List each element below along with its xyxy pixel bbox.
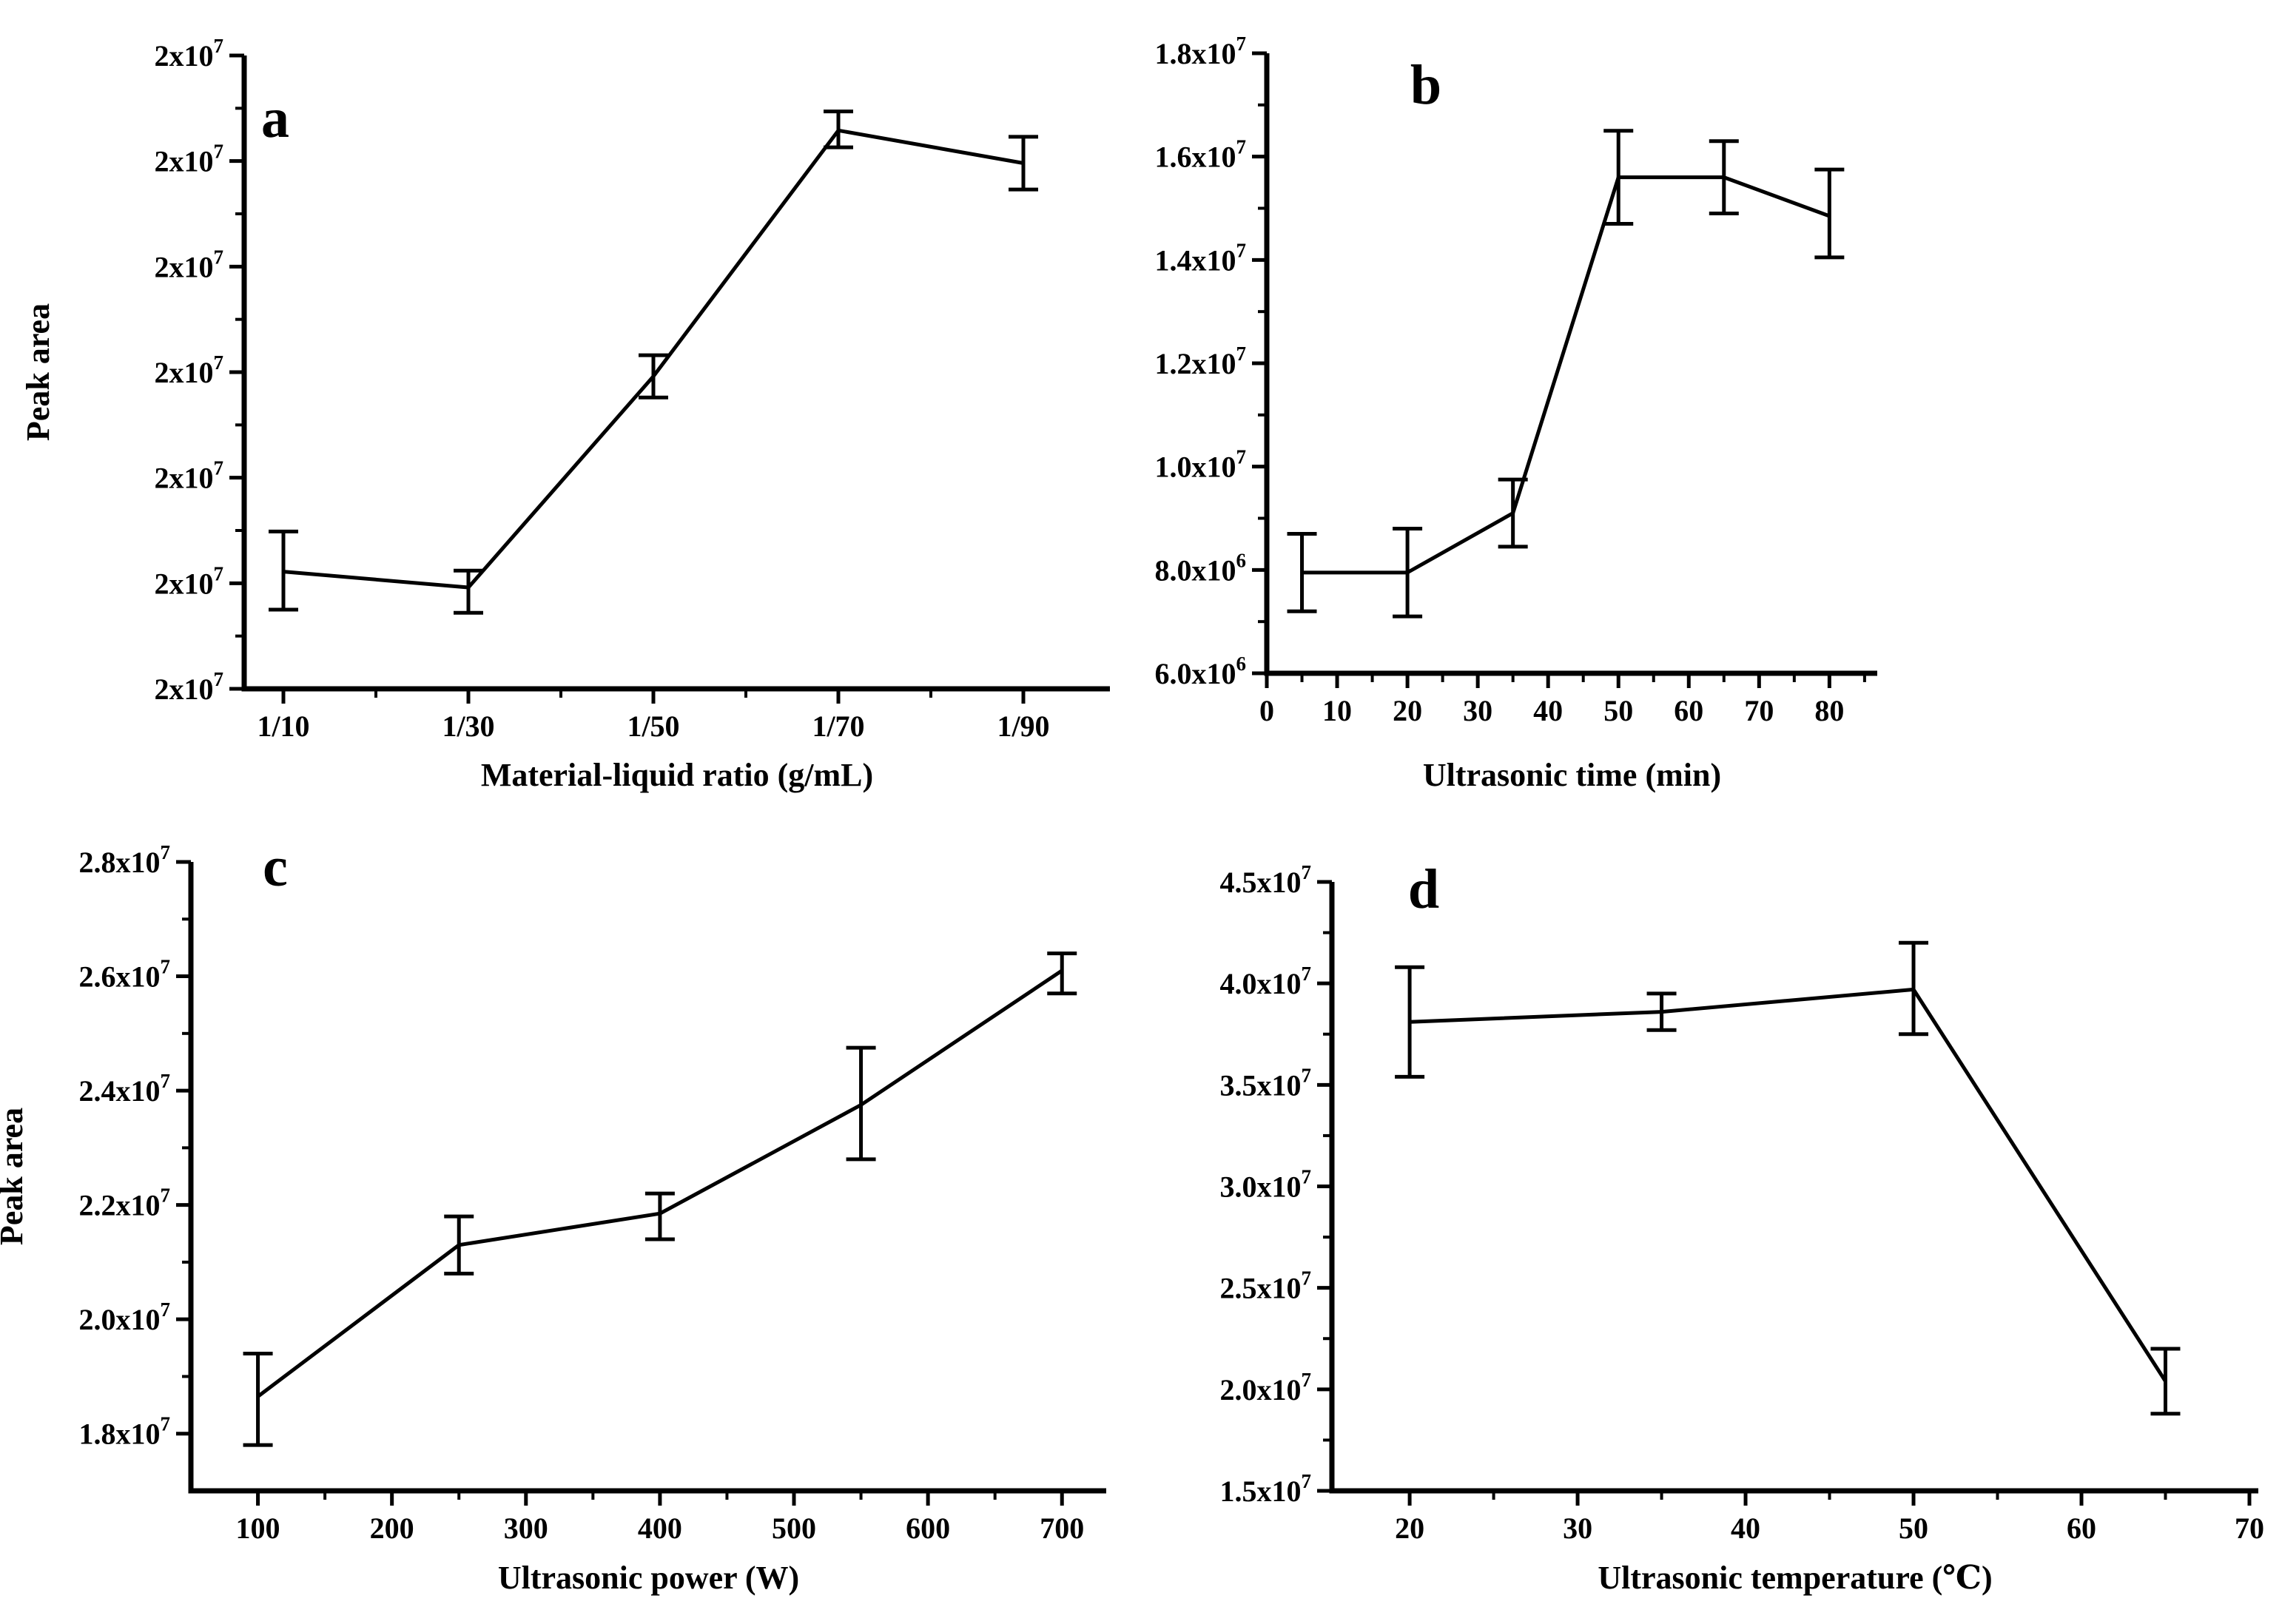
x-tick-label: 10	[1322, 694, 1352, 727]
y-tick-label: 8.0x106	[1155, 549, 1247, 587]
y-tick-label: 1.5x107	[1220, 1470, 1312, 1508]
x-tick-label: 30	[1463, 694, 1492, 727]
y-tick-label: 1.6x107	[1155, 136, 1247, 174]
x-tick-label: 40	[1731, 1512, 1760, 1545]
x-tick-label: 400	[638, 1512, 682, 1545]
x-tick-label: 200	[370, 1512, 414, 1545]
x-axis-title: Ultrasonic time (min)	[1423, 757, 1721, 793]
panel-d-chart: 20 30 40 50 60 70 1.5x107 2.0x107 2.5x107 3.0x107…	[1220, 858, 2264, 1596]
y-tick-label: 1.8x107	[79, 1413, 171, 1451]
x-axis-title: Ultrasonic power (W)	[498, 1560, 799, 1596]
axes	[241, 55, 1110, 692]
y-tick-label: 2x107	[155, 562, 224, 600]
x-tick-label: 300	[504, 1512, 548, 1545]
y-tick-label: 1.4x107	[1155, 239, 1247, 277]
y-tick-label: 2x107	[155, 246, 224, 283]
y-tick-label: 2.0x107	[1220, 1369, 1312, 1406]
x-tick-label: 30	[1563, 1512, 1592, 1545]
x-tick-label: 1/10	[257, 710, 309, 743]
y-tick-label: 2.8x107	[79, 841, 171, 879]
y-tick-label: 2x107	[155, 351, 224, 389]
data-line	[1409, 987, 2167, 1383]
axes	[1264, 53, 1877, 676]
x-tick-label: 500	[772, 1512, 816, 1545]
y-tick-label: 2x107	[155, 668, 224, 706]
x-tick-label: 20	[1395, 1512, 1424, 1545]
y-tick-label: 1.8x107	[1155, 33, 1247, 70]
y-tick-label: 1.2x107	[1155, 343, 1247, 380]
panel-c-chart: 100 200 300 400 500 600 700 1.8x107 2.0x107 2.2x1…	[0, 836, 1106, 1596]
y-tick-label: 2x107	[155, 457, 224, 495]
y-tick-label: 2.5x107	[1220, 1267, 1312, 1305]
x-tick-label: 70	[1744, 694, 1774, 727]
x-tick-label: 1/90	[997, 710, 1049, 743]
x-axis-title: Ultrasonic temperature (℃)	[1598, 1560, 1992, 1596]
x-tick-label: 60	[1674, 694, 1703, 727]
panel-letter: d	[1408, 858, 1439, 920]
y-tick-label: 2.6x107	[79, 956, 171, 994]
x-tick-label: 80	[1814, 694, 1844, 727]
panel-a-chart: 1/10 1/30 1/50 1/70 1/90 2x107 2x107 2x107 2x107…	[20, 35, 1110, 793]
y-tick-label: 2.2x107	[79, 1185, 171, 1222]
y-tick-label: 4.5x107	[1220, 861, 1312, 899]
axes	[1329, 882, 2258, 1494]
x-tick-label: 20	[1393, 694, 1422, 727]
x-tick-label: 700	[1040, 1512, 1084, 1545]
x-axis-title: Material-liquid ratio (g/mL)	[481, 757, 873, 793]
y-axis-title: Peak area	[20, 303, 56, 441]
x-tick-label: 1/70	[812, 710, 864, 743]
x-tick-label: 100	[236, 1512, 280, 1545]
y-tick-label: 2.0x107	[79, 1298, 171, 1336]
x-tick-label: 600	[906, 1512, 950, 1545]
y-tick-label: 6.0x106	[1155, 653, 1247, 690]
x-tick-label: 50	[1899, 1512, 1928, 1545]
panel-letter: b	[1410, 54, 1441, 116]
data-line	[257, 968, 1063, 1398]
x-tick-label: 50	[1603, 694, 1633, 727]
panel-letter: c	[263, 836, 288, 898]
y-axis-title: Peak area	[0, 1108, 30, 1245]
axes	[188, 862, 1106, 1494]
x-tick-label: 60	[2067, 1512, 2096, 1545]
y-tick-label: 2x107	[155, 141, 224, 178]
panel-letter: a	[261, 87, 289, 149]
x-tick-label: 1/50	[627, 710, 679, 743]
y-tick-label: 3.0x107	[1220, 1166, 1312, 1204]
panel-b-chart: 0 10 20 30 40 50 60 70 80 6.0x106 8.0x106 1.0x107 1.…	[1155, 33, 1877, 793]
y-tick-label: 3.5x107	[1220, 1064, 1312, 1102]
x-tick-label: 1/30	[442, 710, 494, 743]
y-tick-label: 4.0x107	[1220, 963, 1312, 1000]
x-tick-label: 70	[2235, 1512, 2264, 1545]
y-tick-label: 2x107	[155, 35, 224, 73]
y-tick-label: 1.0x107	[1155, 446, 1247, 484]
x-tick-label: 40	[1533, 694, 1563, 727]
y-tick-label: 2.4x107	[79, 1070, 171, 1108]
data-line	[1302, 175, 1831, 575]
x-tick-label: 0	[1259, 694, 1274, 727]
